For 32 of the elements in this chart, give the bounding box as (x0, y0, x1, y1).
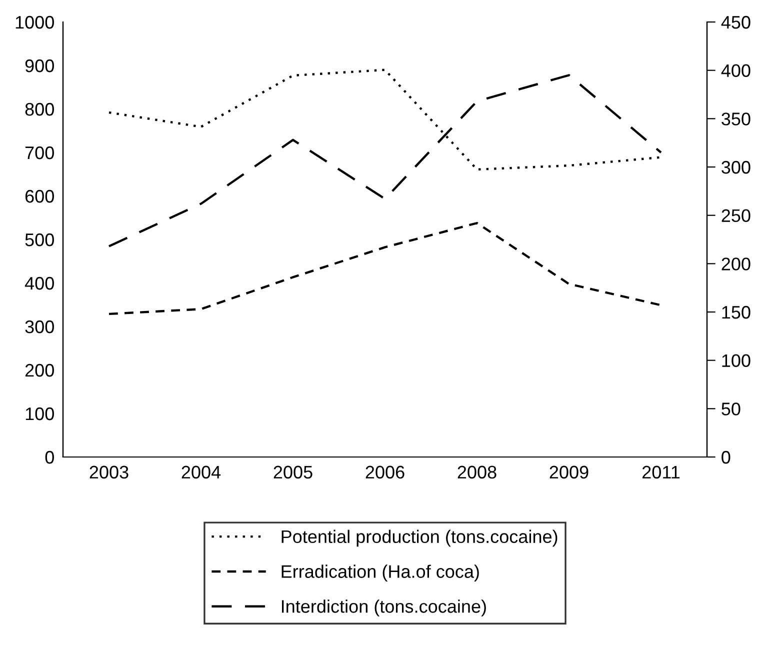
y2-tick-label: 400 (721, 64, 750, 78)
y2-tick-label: 350 (722, 112, 750, 126)
legend-label: Interdiction (tons.cocaine) (282, 600, 486, 616)
y-tick-label: 200 (25, 364, 54, 377)
x-tick-label: 2009 (550, 466, 588, 479)
x-tick-label: 2003 (90, 466, 128, 479)
x-tick-label: 2004 (182, 466, 221, 479)
y2-tick-label: 250 (722, 209, 750, 222)
legend-label: Erradication (Ha.of coca) (282, 564, 479, 582)
y2-tick-label: 450 (721, 16, 750, 29)
y-tick-label: 1000 (16, 16, 54, 29)
y-tick-label: 600 (25, 190, 54, 203)
y-tick-label: 500 (25, 233, 54, 246)
y2-tick-label: 300 (722, 160, 750, 174)
y2-tick-label: 50 (722, 402, 740, 416)
y2-tick-label: 200 (722, 258, 750, 270)
y-tick-label: 300 (25, 320, 54, 334)
y-tick-label: 700 (25, 146, 54, 160)
y-tick-label: 100 (26, 407, 54, 420)
x-tick-label: 2006 (366, 466, 404, 479)
y2-tick-label: 0 (722, 450, 730, 464)
y2-tick-label: 150 (722, 306, 750, 319)
y-tick-label: 900 (25, 59, 54, 72)
x-tick-label: 2005 (274, 466, 312, 479)
y-tick-label: 800 (25, 102, 54, 116)
line-series (108, 222, 662, 316)
y2-tick-label: 100 (722, 354, 750, 368)
x-tick-label: 2011 (642, 466, 680, 479)
y-tick-label: 400 (24, 276, 54, 290)
x-tick-label: 2008 (458, 466, 496, 479)
y-tick-label: 0 (45, 450, 54, 464)
legend-label: Potential production (tons.cocaine) (282, 530, 558, 547)
